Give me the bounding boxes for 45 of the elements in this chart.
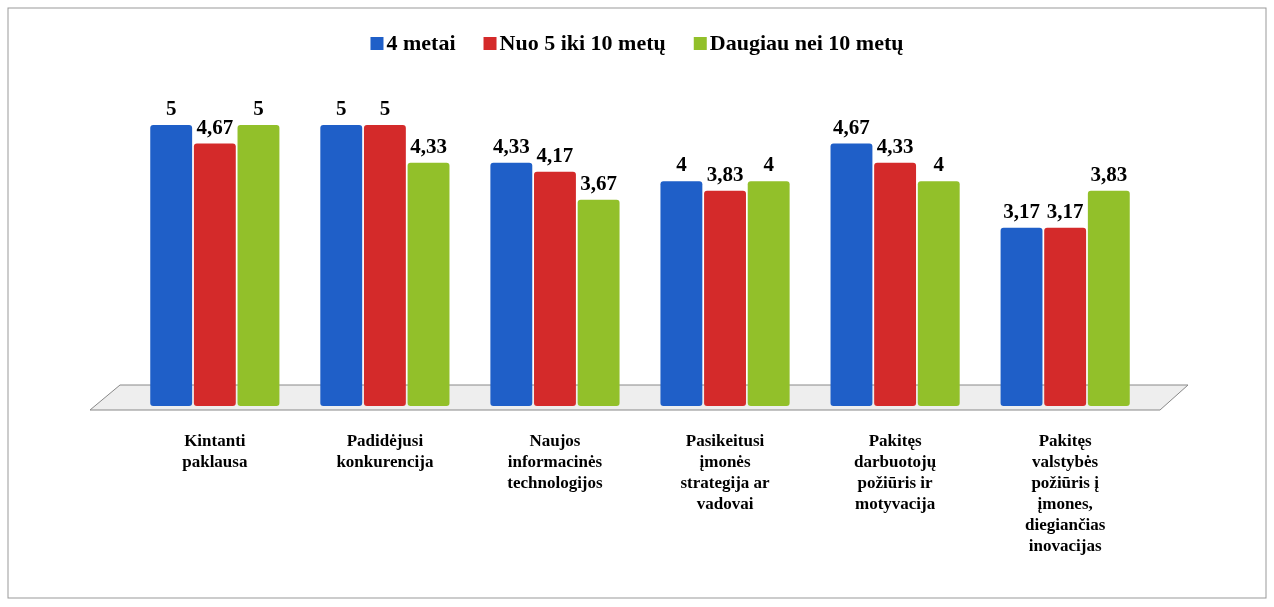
x-tick-label: Naujos informacinės technologijos <box>507 431 604 492</box>
bar <box>534 171 576 406</box>
legend-label: Daugiau nei 10 metų <box>709 30 904 55</box>
bar <box>150 125 193 406</box>
data-label: 4,67 <box>833 114 870 139</box>
bar <box>577 199 620 406</box>
bar <box>1087 190 1130 406</box>
bar <box>660 181 703 406</box>
data-label: 3,83 <box>706 161 744 186</box>
data-label: 5 <box>253 96 264 120</box>
x-tick-label: Pakitęs valstybės požiūris į įmones, diegiančias inovacijas <box>1025 431 1106 555</box>
data-label: 4,33 <box>410 133 447 158</box>
bar <box>320 125 363 406</box>
bar <box>1044 227 1087 406</box>
x-tick-label: Padidėjusi konkurencija <box>336 431 434 471</box>
data-label: 3,67 <box>580 170 617 195</box>
bar <box>747 181 790 406</box>
bar <box>193 143 236 406</box>
data-label: 4 <box>676 152 688 177</box>
legend-label: Nuo 5 iki 10 metų <box>499 30 666 55</box>
x-tick-label: Pasikeitusi įmonės strategija ar vadovai <box>680 431 771 513</box>
data-label: 3,17 <box>1003 198 1040 223</box>
data-label: 5 <box>379 96 391 120</box>
data-label: 4,33 <box>492 133 530 158</box>
data-label: 5 <box>165 96 177 120</box>
bar <box>830 143 873 406</box>
bar <box>1000 227 1043 406</box>
x-tick-label: Kintanti paklausa <box>182 431 248 471</box>
data-label: 5 <box>336 96 347 120</box>
legend-label: 4 metai <box>386 30 456 55</box>
data-label: 4,67 <box>196 114 234 139</box>
bar <box>237 125 280 406</box>
data-label: 3,83 <box>1090 161 1128 186</box>
data-label: 4 <box>933 152 945 177</box>
x-tick-label: Pakitęs darbuotojų požiūris ir motyvacija <box>854 431 937 513</box>
data-label: 4,17 <box>536 142 574 167</box>
bar <box>363 125 406 406</box>
bar <box>704 190 746 406</box>
data-label: 3,17 <box>1046 198 1084 223</box>
bar <box>917 181 960 406</box>
data-label: 4,33 <box>876 133 914 158</box>
bar <box>874 162 917 406</box>
bar <box>407 162 450 406</box>
bar <box>490 162 533 406</box>
data-label: 4 <box>763 152 775 177</box>
